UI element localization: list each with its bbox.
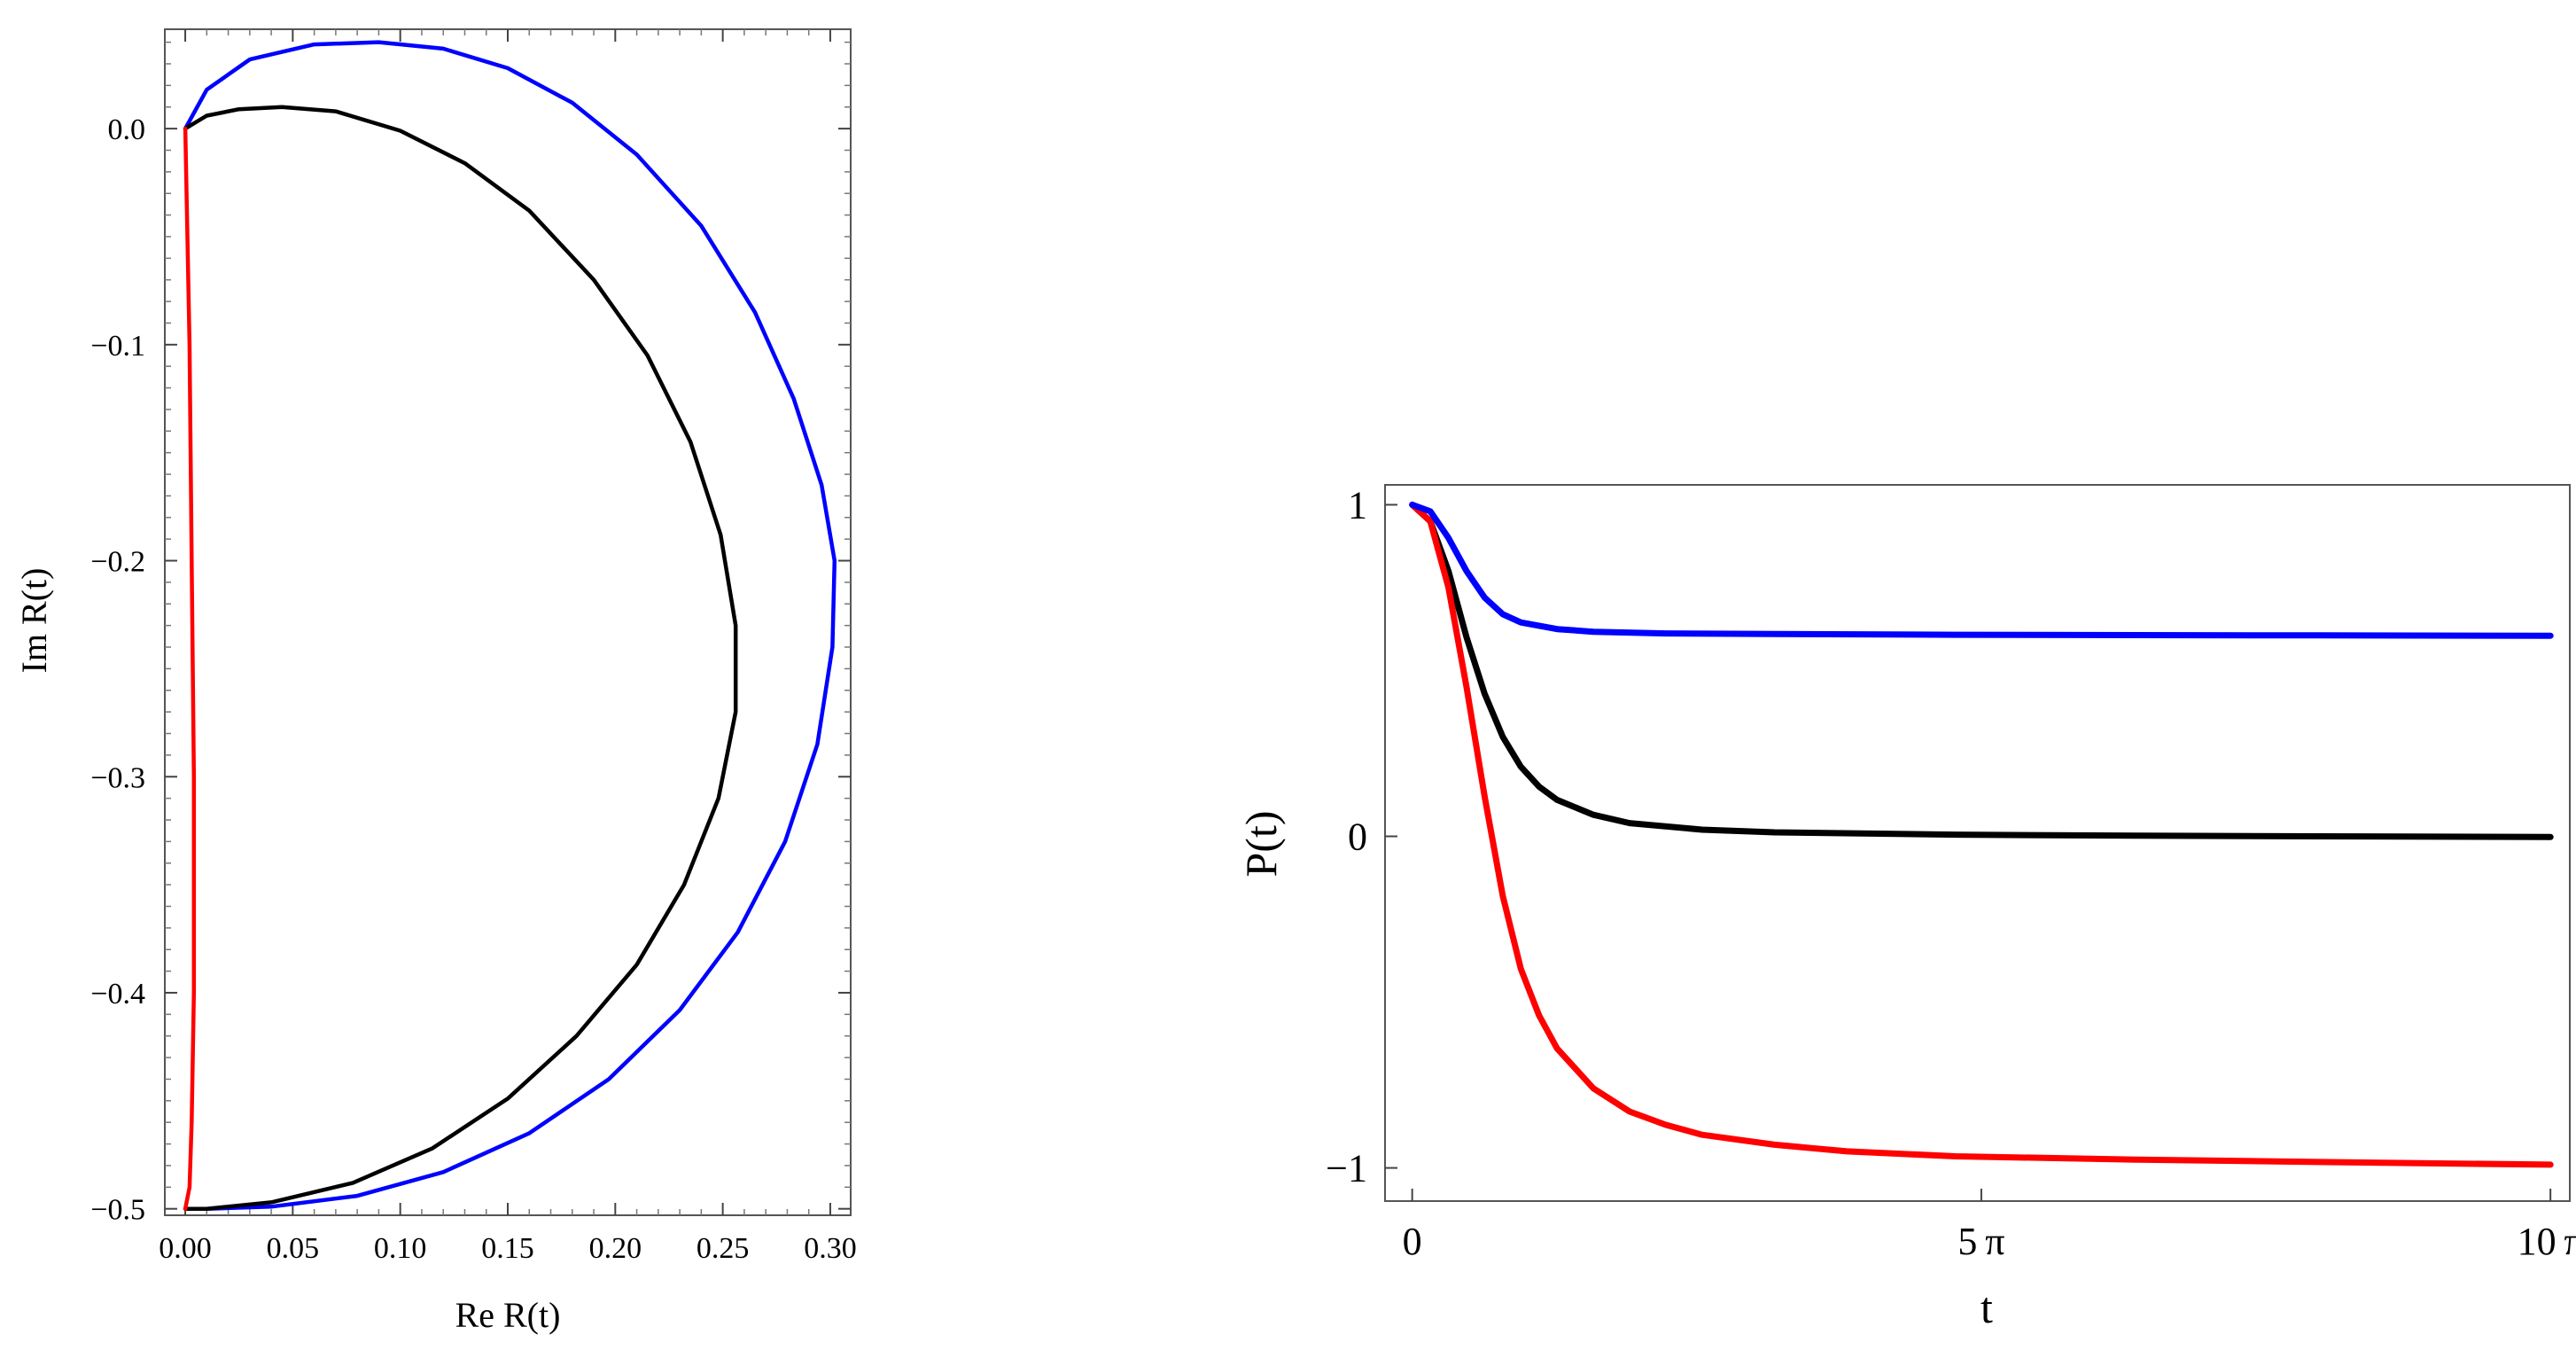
left-y-tick-label: −0.1 [90,330,145,363]
left-y-tick-label: −0.5 [90,1194,145,1227]
left-x-tick-label: 0.20 [589,1232,642,1265]
right-major-ticks: 0 5 π 10 π 1 0 −1 [1326,483,2576,1263]
right-y-axis-label: P(t) [1236,811,1286,878]
right-series-line-1 [1409,501,2554,840]
right-x-axis-label: t [1981,1283,1993,1332]
right-x-tick-label: 10 π [2518,1220,2576,1263]
left-y-tick-label: 0.0 [108,113,146,146]
left-x-tick-label: 0.15 [481,1232,534,1265]
right-series-line-2 [1409,501,2554,1168]
right-x-tick-label: 5 π [1957,1220,2004,1263]
left-y-tick-label: −0.3 [90,761,145,794]
left-x-tick-label: 0.30 [804,1232,857,1265]
left-minor-ticks [165,29,851,1215]
right-series-line-0 [1409,501,2554,639]
left-series-group [183,40,837,1211]
right-y-tick-label: −1 [1326,1147,1367,1190]
right-plot-frame [1384,484,2571,1202]
left-x-tick-label: 0.00 [159,1232,212,1265]
right-chart: 0 5 π 10 π 1 0 −1 t P(t) [1236,483,2576,1332]
right-y-tick-label: 1 [1348,483,1367,527]
left-major-ticks: 0.00 0.05 0.10 0.15 0.20 0.25 0.30 0.0 −0.1 −0.2 −… [90,29,857,1265]
right-y-tick-label: 0 [1348,815,1367,859]
left-x-axis-label: Re R(t) [455,1295,561,1335]
left-x-tick-label: 0.10 [374,1232,427,1265]
left-x-tick-label: 0.25 [697,1232,750,1265]
left-y-tick-label: −0.2 [90,546,145,579]
right-series-group [1409,501,2554,1168]
right-x-tick-label: 0 [1403,1220,1422,1263]
left-plot-frame [164,28,852,1216]
left-x-tick-label: 0.05 [267,1232,320,1265]
left-chart: 0.00 0.05 0.10 0.15 0.20 0.25 0.30 0.0 −0.1 −0.2 −… [14,28,857,1335]
left-y-axis-label: Im R(t) [14,568,54,674]
left-series-line-0 [183,40,837,1211]
left-y-tick-label: −0.4 [90,978,145,1011]
left-series-line-2 [183,126,197,1211]
left-series-line-1 [183,105,738,1211]
